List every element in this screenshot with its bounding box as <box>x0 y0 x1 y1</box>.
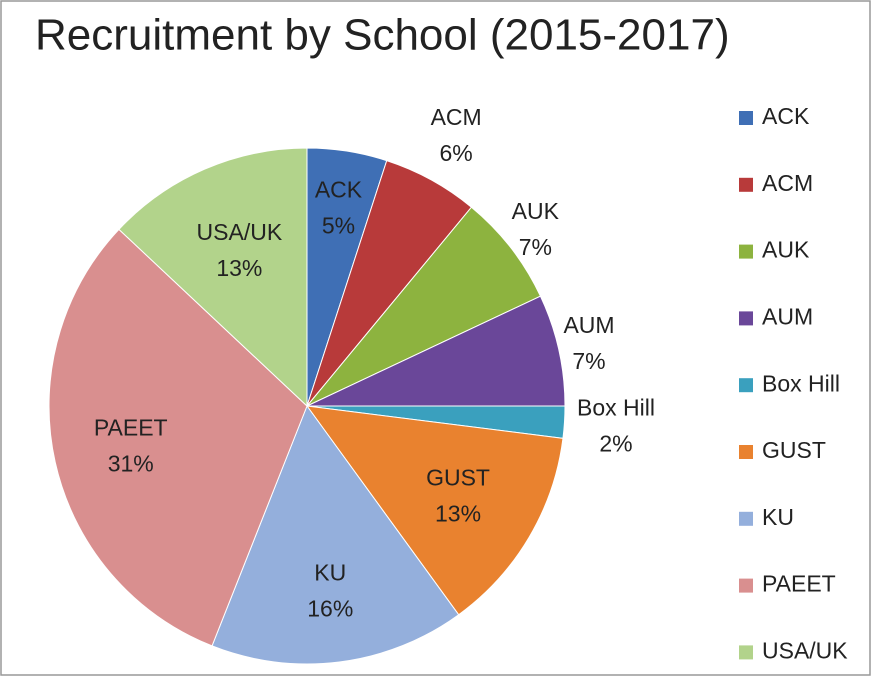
slice-label: AUK <box>512 198 560 224</box>
legend-label: ACM <box>762 170 813 196</box>
slice-value-label: 13% <box>435 500 481 526</box>
legend-swatch <box>739 578 753 593</box>
legend-swatch <box>739 645 753 660</box>
legend-label: ACK <box>762 103 810 129</box>
slice-label: GUST <box>426 464 490 490</box>
pie-slice <box>305 405 564 616</box>
slice-value-label: 6% <box>440 140 473 166</box>
legend-label: AUK <box>762 237 810 263</box>
slice-label: ACK <box>315 176 363 202</box>
slice-value-label: 31% <box>108 450 154 476</box>
legend-swatch <box>739 244 753 259</box>
pie-slice <box>306 295 566 407</box>
slice-value-label: 2% <box>599 431 632 457</box>
slice-value-label: 7% <box>572 348 605 374</box>
slice-label: Box Hill <box>577 395 655 421</box>
slice-label: USA/UK <box>197 219 283 245</box>
slice-value-label: 7% <box>519 234 552 260</box>
pie-slice <box>118 147 308 408</box>
legend-label: USA/UK <box>762 637 848 663</box>
legend-label: AUM <box>762 303 813 329</box>
legend-label: KU <box>762 504 794 530</box>
legend-label: PAEET <box>762 571 836 597</box>
slice-value-label: 16% <box>307 595 353 621</box>
slice-value-label: 5% <box>322 212 355 238</box>
legend-swatch <box>739 511 753 526</box>
slice-label: AUM <box>563 312 614 338</box>
chart-title: Recruitment by School (2015-2017) <box>35 11 730 60</box>
pie-slice <box>306 206 542 407</box>
legend-label: Box Hill <box>762 370 840 396</box>
legend-swatch <box>739 445 753 459</box>
pie-slice <box>211 404 460 665</box>
legend-swatch <box>739 311 753 326</box>
legend-swatch <box>739 177 753 192</box>
legend-label: GUST <box>762 437 826 463</box>
slice-label: PAEET <box>94 414 168 440</box>
slice-label: ACM <box>431 104 482 130</box>
legend-swatch <box>739 111 753 125</box>
legend-swatch <box>739 378 753 393</box>
pie-slice <box>48 228 308 647</box>
slice-value-label: 13% <box>216 255 262 281</box>
slice-label: KU <box>314 559 346 585</box>
